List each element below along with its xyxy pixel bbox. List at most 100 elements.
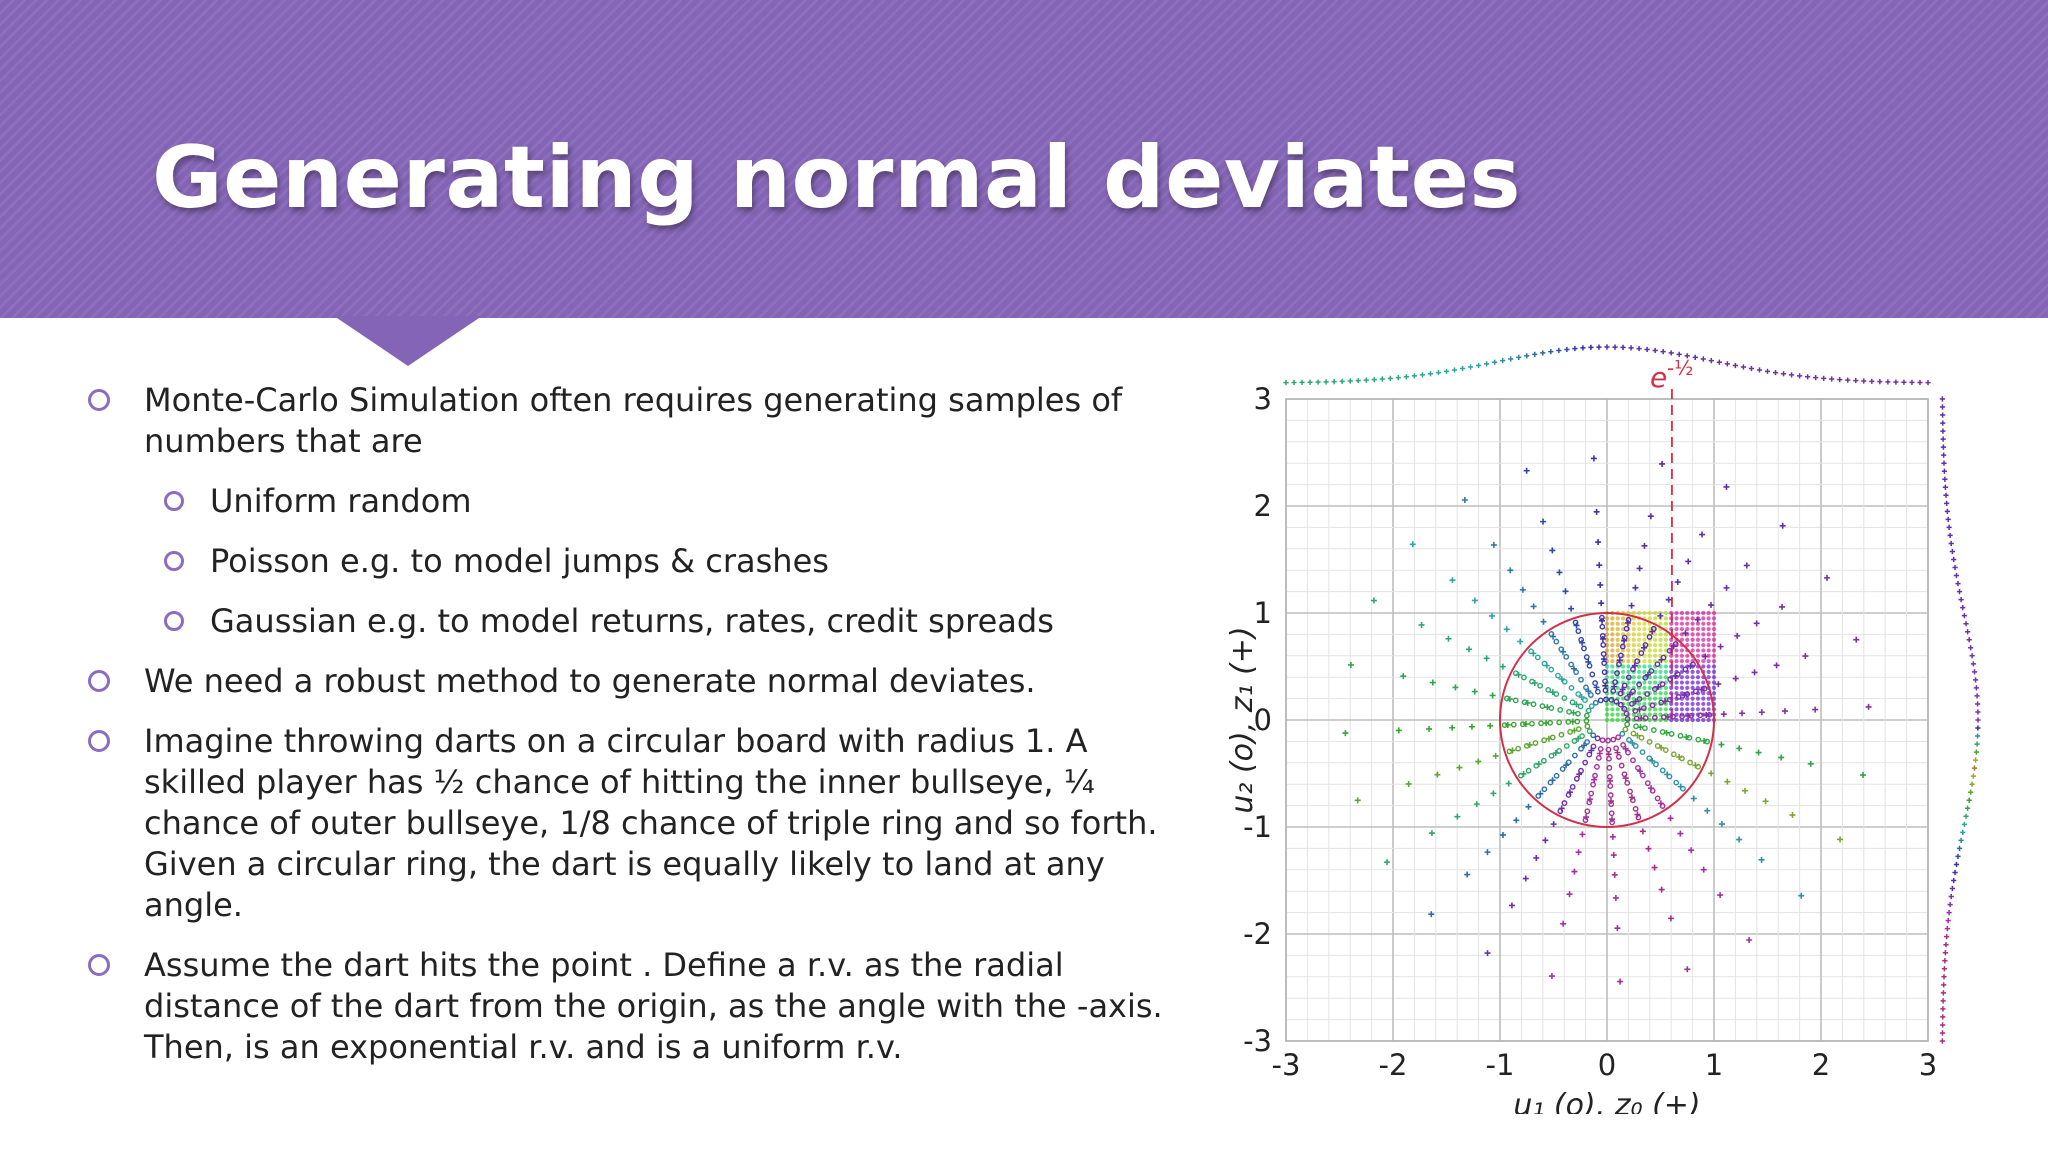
normal-deviate-point — [1636, 565, 1643, 572]
uniform-sample-point — [1690, 616, 1695, 621]
top-marginal-point — [1371, 377, 1377, 383]
normal-deviate-point — [1611, 683, 1618, 690]
input-sample-point — [1619, 730, 1626, 737]
input-sample-point — [1578, 745, 1584, 752]
right-marginal-point — [1942, 484, 1948, 490]
right-marginal-point — [1970, 773, 1976, 779]
input-sample-point — [1618, 762, 1625, 769]
right-marginal-point — [1951, 877, 1957, 884]
right-marginal-point — [1945, 516, 1951, 522]
normal-deviate-point — [1533, 854, 1540, 861]
top-marginal-point — [1604, 344, 1610, 350]
normal-deviate-point — [1573, 622, 1580, 629]
normal-deviate-point — [1683, 734, 1690, 741]
normal-deviate-point — [1487, 722, 1494, 729]
input-sample-point — [1644, 780, 1651, 787]
input-sample-point — [1614, 670, 1620, 677]
uniform-sample-point — [1711, 659, 1717, 664]
uniform-sample-point — [1663, 643, 1668, 648]
normal-deviate-point — [1634, 811, 1641, 818]
input-sample-point — [1624, 721, 1631, 728]
normal-deviate-point — [1347, 661, 1354, 668]
circle-bullet-icon — [88, 730, 110, 752]
input-sample-point — [1613, 745, 1620, 752]
uniform-sample-point — [1679, 621, 1684, 626]
input-sample-point — [1586, 662, 1593, 669]
uniform-sample-point — [1685, 616, 1690, 621]
normal-deviate-point — [1634, 732, 1641, 739]
uniform-sample-point — [1695, 653, 1701, 658]
normal-deviate-point — [1566, 789, 1573, 796]
input-sample-point — [1617, 701, 1624, 708]
right-marginal-point — [1971, 765, 1978, 771]
uniform-sample-point — [1674, 648, 1679, 653]
normal-deviate-point — [1449, 577, 1456, 584]
input-sample-point — [1625, 616, 1632, 623]
input-sample-point — [1586, 751, 1593, 758]
y-tick-label: 0 — [1254, 703, 1272, 737]
normal-deviate-point — [1662, 698, 1669, 705]
top-marginal-point — [1853, 377, 1859, 384]
normal-deviate-point — [1865, 703, 1872, 710]
normal-deviate-point — [1674, 579, 1681, 586]
uniform-sample-point — [1679, 637, 1684, 642]
input-sample-point — [1701, 685, 1708, 692]
normal-deviate-point — [1860, 772, 1867, 779]
normal-deviate-point — [1588, 747, 1595, 754]
input-sample-point — [1512, 697, 1519, 704]
input-sample-point — [1539, 703, 1546, 710]
normal-deviate-point — [1690, 795, 1697, 802]
top-marginal-point — [1548, 349, 1554, 355]
normal-deviate-point — [1354, 797, 1361, 804]
uniform-sample-point — [1653, 643, 1658, 648]
normal-deviate-point — [1718, 741, 1725, 748]
right-marginal-point — [1943, 492, 1949, 498]
input-sample-point — [1553, 691, 1560, 697]
normal-deviate-point — [1651, 864, 1658, 871]
uniform-sample-point — [1685, 696, 1690, 701]
uniform-sample-point — [1674, 659, 1679, 664]
uniform-sample-point — [1706, 664, 1711, 669]
uniform-sample-point — [1690, 707, 1695, 712]
top-marginal-point — [1636, 345, 1642, 352]
normal-deviate-point — [1583, 814, 1590, 821]
input-sample-point — [1617, 652, 1624, 659]
sub-bullet-item: Gaussian e.g. to model returns, rates, c… — [88, 601, 1198, 642]
top-marginal-point — [1580, 345, 1586, 351]
uniform-sample-point — [1674, 685, 1679, 690]
uniform-sample-point — [1685, 675, 1690, 680]
uniform-sample-point — [1647, 616, 1652, 621]
input-sample-point — [1577, 703, 1584, 710]
uniform-sample-point — [1695, 696, 1701, 701]
top-marginal-point — [1411, 373, 1417, 379]
top-marginal-point — [1299, 379, 1305, 385]
input-sample-point — [1680, 785, 1686, 792]
input-sample-point — [1501, 722, 1508, 729]
uniform-sample-point — [1626, 643, 1631, 648]
normal-deviate-point — [1639, 828, 1646, 835]
uniform-sample-point — [1642, 632, 1647, 637]
uniform-sample-point — [1604, 717, 1610, 723]
normal-deviate-point — [1736, 745, 1743, 752]
top-marginal-point — [1492, 359, 1498, 365]
input-sample-point — [1583, 684, 1589, 691]
uniform-sample-point — [1695, 610, 1701, 616]
right-marginal-point — [1939, 1030, 1946, 1036]
input-sample-point — [1636, 681, 1643, 688]
top-marginal-point — [1676, 351, 1682, 357]
normal-deviate-point — [1704, 807, 1711, 814]
uniform-sample-point — [1679, 707, 1684, 712]
uniform-sample-point — [1610, 632, 1615, 637]
normal-deviate-point — [1685, 558, 1692, 565]
input-sample-point — [1556, 748, 1563, 754]
normal-deviate-point — [1807, 760, 1814, 767]
normal-deviate-point — [1570, 709, 1577, 716]
uniform-sample-point — [1711, 616, 1717, 621]
right-marginal-point — [1973, 685, 1980, 691]
uniform-sample-point — [1679, 648, 1684, 653]
normal-deviate-point — [1779, 522, 1786, 529]
uniform-sample-point — [1620, 669, 1626, 674]
right-marginal-point — [1961, 613, 1967, 619]
right-marginal-point — [1940, 1022, 1946, 1028]
right-marginal-point — [1965, 629, 1971, 635]
